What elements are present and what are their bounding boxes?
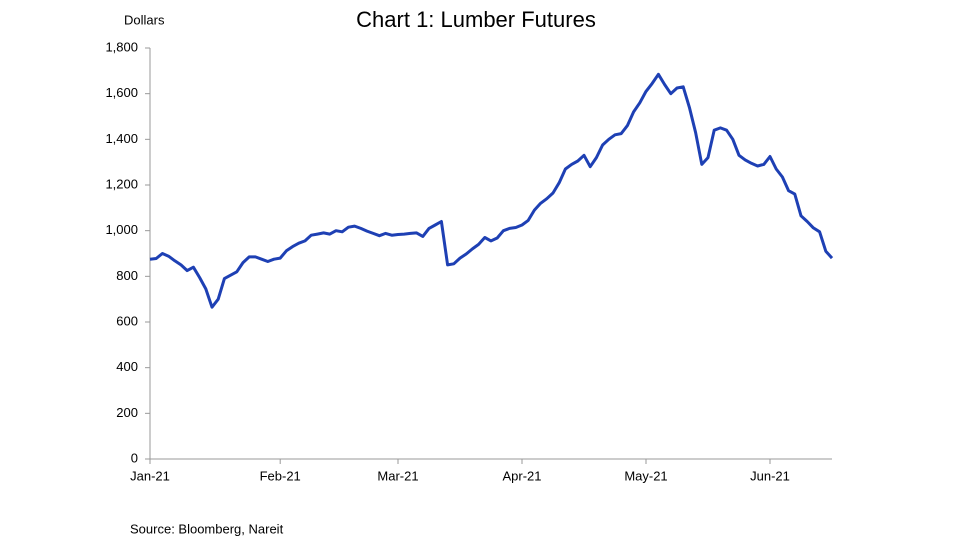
x-tick-label: May-21 <box>624 468 667 483</box>
y-tick-label: 1,200 <box>105 176 138 191</box>
x-tick-label: Mar-21 <box>377 468 418 483</box>
y-tick-label: 0 <box>131 450 138 465</box>
y-tick-label: 400 <box>116 359 138 374</box>
y-tick-label: 1,600 <box>105 85 138 100</box>
x-tick-label: Feb-21 <box>260 468 301 483</box>
y-tick-label: 1,000 <box>105 222 138 237</box>
x-tick-label: Apr-21 <box>502 468 541 483</box>
y-tick-label: 600 <box>116 313 138 328</box>
source-note: Source: Bloomberg, Nareit <box>130 521 284 536</box>
chart-title: Chart 1: Lumber Futures <box>356 7 596 32</box>
y-tick-label: 800 <box>116 268 138 283</box>
x-tick-label: Jan-21 <box>130 468 170 483</box>
x-tick-label: Jun-21 <box>750 468 790 483</box>
y-axis-label: Dollars <box>124 12 165 27</box>
data-line <box>149 72 834 309</box>
y-tick-label: 1,400 <box>105 131 138 146</box>
y-tick-label: 1,800 <box>105 39 138 54</box>
y-tick-label: 200 <box>116 405 138 420</box>
